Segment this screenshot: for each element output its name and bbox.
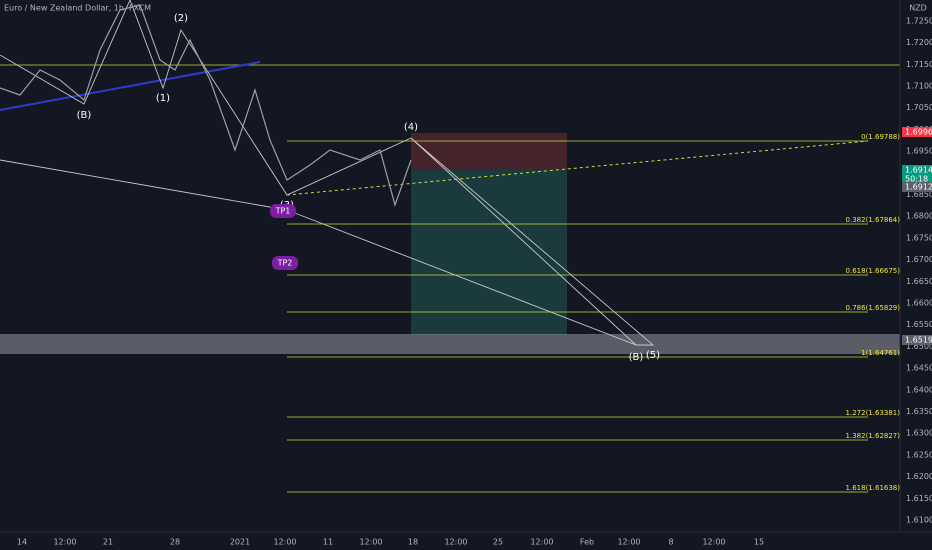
- time-label: 2021: [230, 538, 250, 547]
- wave-label: (B): [77, 110, 92, 121]
- price-label: 1.72500: [906, 16, 932, 25]
- wave-label: (1): [156, 93, 170, 104]
- price-label: 1.67000: [906, 255, 932, 264]
- wave-label: (4): [404, 122, 418, 133]
- fib-label: 1.618(1.61638): [846, 484, 901, 492]
- price-tag-label: 1.69128: [905, 183, 932, 192]
- price-tag: [902, 335, 932, 345]
- time-label: 21: [103, 538, 113, 547]
- price-label: 1.63000: [906, 429, 932, 438]
- wave-label: (2): [174, 13, 188, 24]
- time-label: 15: [754, 538, 764, 547]
- wave-label: (B): [629, 352, 644, 363]
- profit-zone: [411, 170, 567, 335]
- price-label: 1.71500: [906, 60, 932, 69]
- price-label: 1.61500: [906, 494, 932, 503]
- price-label: 1.69500: [906, 147, 932, 156]
- time-label: 12:00: [273, 538, 296, 547]
- stop-zone: [411, 133, 567, 170]
- price-label: 1.66000: [906, 299, 932, 308]
- price-label: 1.65000: [906, 342, 932, 351]
- fib-label: 0(1.69788): [861, 133, 900, 141]
- price-tag: [902, 182, 932, 192]
- time-label: 12:00: [359, 538, 382, 547]
- target-label: TP1: [275, 207, 291, 216]
- time-label: 12:00: [702, 538, 725, 547]
- fib-label: 0.382(1.67864): [846, 216, 901, 224]
- time-label: 11: [323, 538, 333, 547]
- price-tag-label: 1.65197: [905, 336, 932, 345]
- price-label: 1.63500: [906, 407, 932, 416]
- header-title: Euro / New Zealand Dollar, 1h, FXCM: [4, 4, 151, 13]
- price-label: 1.64000: [906, 385, 932, 394]
- time-label: 28: [170, 538, 180, 547]
- price-tag: [902, 127, 932, 137]
- time-label: 8: [668, 538, 673, 547]
- time-label: 18: [408, 538, 418, 547]
- price-path: [0, 4, 412, 208]
- price-label: 1.71000: [906, 82, 932, 91]
- target-badge: [270, 204, 296, 218]
- price-tag: [902, 174, 932, 184]
- price-label: 1.68000: [906, 212, 932, 221]
- price-tag-label: 1.69967: [905, 128, 932, 137]
- fib-label: 1.382(1.62827): [846, 432, 901, 440]
- price-label: 1.66500: [906, 277, 932, 286]
- time-label: Feb: [580, 538, 594, 547]
- price-label: 1.72000: [906, 38, 932, 47]
- trend-line: [0, 61, 261, 111]
- time-label: 25: [493, 538, 503, 547]
- fib-label: 1.272(1.63381): [846, 409, 901, 417]
- price-label: 1.64500: [906, 364, 932, 373]
- price-label: 1.62000: [906, 472, 932, 481]
- price-label: 1.67500: [906, 233, 932, 242]
- target-badge: [272, 256, 298, 270]
- price-tag-label: 1.69141: [905, 166, 932, 175]
- price-label: 1.65500: [906, 320, 932, 329]
- price-label: 1.61000: [906, 516, 932, 525]
- price-tag: [902, 165, 932, 175]
- price-label: 1.70500: [906, 103, 932, 112]
- time-label: 12:00: [53, 538, 76, 547]
- support-zone: [0, 334, 900, 354]
- time-label: 12:00: [530, 538, 553, 547]
- currency: NZD: [909, 4, 927, 13]
- projection-line: [286, 140, 869, 196]
- time-label: 12:00: [444, 538, 467, 547]
- target-label: TP2: [277, 259, 293, 268]
- wave-label: (5): [646, 350, 660, 361]
- time-label: 14: [17, 538, 27, 547]
- fib-label: 1(1.64761): [861, 349, 900, 357]
- price-tag-label: 50:18: [905, 175, 928, 184]
- price-label: 1.68500: [906, 190, 932, 199]
- time-label: 12:00: [617, 538, 640, 547]
- wave-lines: [0, 0, 655, 346]
- fib-label: 0.786(1.65829): [846, 304, 901, 312]
- price-label: 1.62500: [906, 450, 932, 459]
- fib-label: 0.618(1.66675): [846, 267, 901, 275]
